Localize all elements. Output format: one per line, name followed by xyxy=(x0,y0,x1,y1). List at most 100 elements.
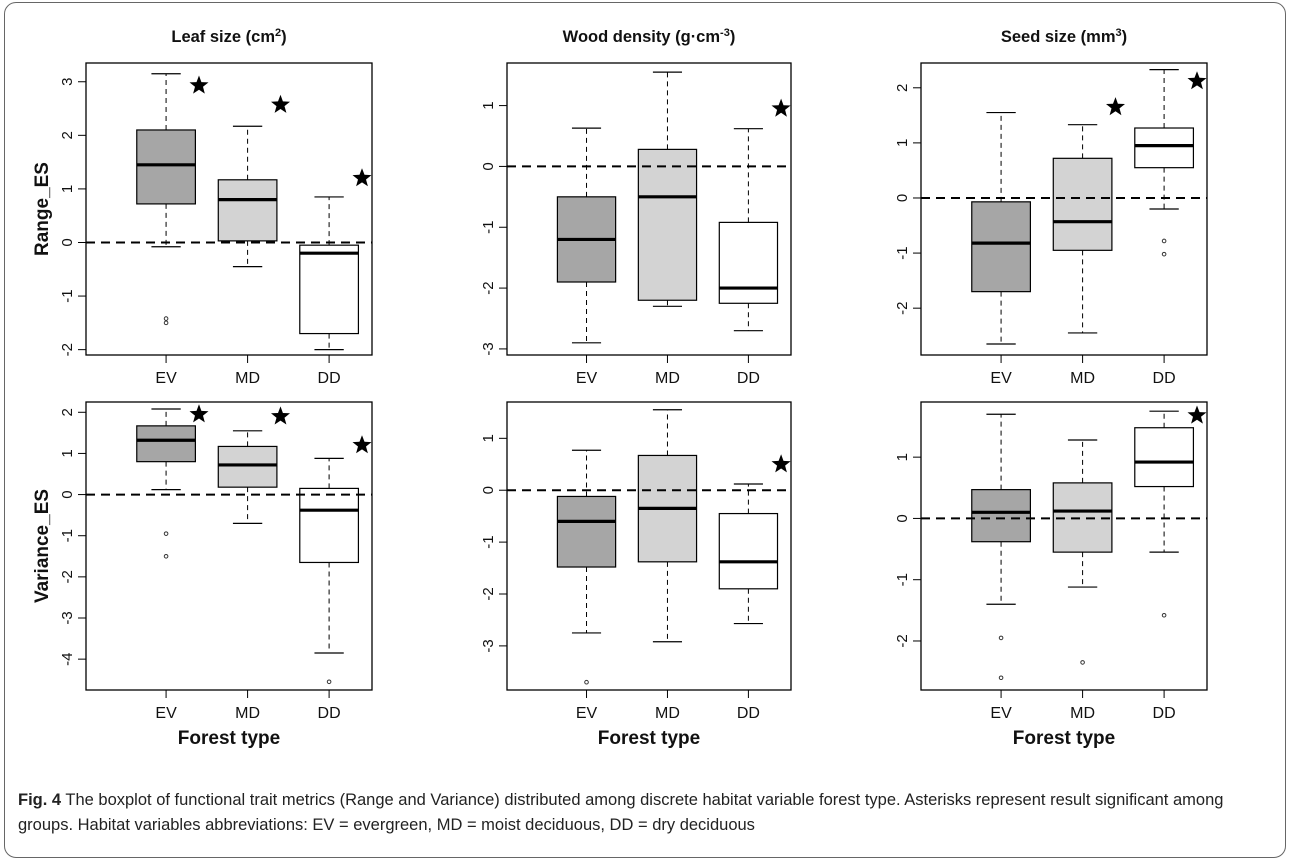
row-label: Variance_ES xyxy=(32,489,53,603)
outlier-point xyxy=(163,320,169,326)
box-MD xyxy=(217,179,278,242)
y-tick-label: -4 xyxy=(59,652,76,665)
panel-frame xyxy=(920,401,1208,691)
panel-frame xyxy=(506,62,792,356)
panel-Range_ES-Leaf-size: -2 -1 0 1 2 3 EV MD DD xyxy=(59,62,373,387)
box-DD xyxy=(299,487,360,564)
box-DD xyxy=(1134,127,1195,169)
outlier-point xyxy=(1080,660,1085,665)
y-tick-label: 1 xyxy=(59,449,76,457)
y-tick-label: 2 xyxy=(59,408,76,416)
x-axis-title: Forest type xyxy=(598,728,700,749)
outlier-point xyxy=(1161,612,1167,618)
y-tick-label: -2 xyxy=(894,634,911,647)
x-tick-label: DD xyxy=(737,705,760,722)
box-MD xyxy=(1052,157,1113,251)
significance-star xyxy=(271,94,290,113)
x-tick-label: EV xyxy=(990,370,1012,387)
caption-label: Fig. 4 xyxy=(18,791,62,809)
caption-text: The boxplot of functional trait metrics … xyxy=(18,791,1224,834)
x-tick-label: DD xyxy=(737,370,760,387)
y-tick-label: 2 xyxy=(894,84,911,92)
outlier-point xyxy=(326,679,332,685)
x-tick-label: EV xyxy=(155,705,177,722)
y-tick-label: 2 xyxy=(59,131,76,139)
significance-star xyxy=(271,406,290,425)
y-tick-label: -3 xyxy=(480,342,497,355)
y-tick-label: -1 xyxy=(59,529,76,542)
y-tick-label: 1 xyxy=(894,453,911,461)
panel-Variance_ES-Seed-size: -2 -1 0 1 EV MD DD xyxy=(894,401,1208,722)
outlier-point xyxy=(584,679,589,685)
x-tick-label: MD xyxy=(235,705,260,722)
x-axis-title: Forest type xyxy=(1013,728,1115,749)
outlier-point xyxy=(1161,238,1167,244)
y-tick-label: 1 xyxy=(480,434,497,442)
x-axis-title: Forest type xyxy=(178,728,280,749)
y-tick-label: 1 xyxy=(894,139,911,147)
significance-star xyxy=(1187,71,1207,90)
x-tick-label: MD xyxy=(655,370,680,387)
y-tick-label: -3 xyxy=(480,639,497,652)
x-tick-label: EV xyxy=(576,370,598,387)
y-tick-label: 0 xyxy=(59,238,76,246)
x-tick-label: DD xyxy=(318,370,341,387)
outlier-point xyxy=(163,553,169,559)
significance-star xyxy=(189,75,209,94)
row-label: Range_ES xyxy=(32,162,53,256)
box-MD xyxy=(217,445,278,488)
significance-star xyxy=(771,98,791,117)
box-EV xyxy=(136,425,196,463)
significance-star xyxy=(1106,97,1125,116)
box-EV xyxy=(556,495,617,568)
y-tick-label: 0 xyxy=(480,486,497,494)
box-DD xyxy=(1134,427,1195,488)
box-EV xyxy=(971,201,1031,293)
significance-star xyxy=(1187,405,1207,424)
figure-frame xyxy=(4,2,1286,858)
boxplot-figure: Leaf size (cm2) Wood density (g·cm-3) Seed… xyxy=(32,27,1208,749)
significance-star xyxy=(771,454,791,473)
column-title: Leaf size (cm2) xyxy=(171,27,286,46)
y-tick-label: 0 xyxy=(894,194,911,202)
y-tick-label: 0 xyxy=(59,490,76,498)
x-tick-label: EV xyxy=(990,705,1012,722)
y-tick-label: -1 xyxy=(894,573,911,586)
y-tick-label: -3 xyxy=(59,611,76,624)
significance-star xyxy=(352,168,372,187)
outlier-point xyxy=(998,675,1004,681)
x-tick-label: MD xyxy=(1070,370,1095,387)
x-tick-label: DD xyxy=(1153,370,1176,387)
y-tick-label: -1 xyxy=(480,221,497,234)
x-tick-label: MD xyxy=(655,705,680,722)
panel-frame xyxy=(85,62,373,356)
box-DD xyxy=(299,244,360,335)
y-tick-label: -1 xyxy=(480,535,497,548)
panel-Variance_ES-Wood-density: -3 -2 -1 0 1 EV MD DD xyxy=(480,401,792,722)
column-title: Wood density (g·cm-3) xyxy=(563,27,736,46)
y-tick-label: 1 xyxy=(59,185,76,193)
outlier-point xyxy=(163,316,169,321)
y-tick-label: -2 xyxy=(894,301,911,314)
y-tick-label: -2 xyxy=(59,343,76,356)
x-tick-label: DD xyxy=(318,705,341,722)
y-tick-label: 3 xyxy=(59,78,76,86)
outlier-point xyxy=(163,531,169,536)
box-EV xyxy=(971,489,1031,543)
x-tick-label: MD xyxy=(235,370,260,387)
x-tick-label: EV xyxy=(155,370,177,387)
figure-caption: Fig. 4 The boxplot of functional trait m… xyxy=(18,788,1280,838)
y-tick-label: 1 xyxy=(480,101,497,109)
outlier-point xyxy=(1161,251,1167,257)
x-tick-label: MD xyxy=(1070,705,1095,722)
y-tick-label: -2 xyxy=(59,570,76,583)
x-tick-label: EV xyxy=(576,705,598,722)
y-tick-label: -1 xyxy=(59,289,76,302)
panel-Range_ES-Seed-size: -2 -1 0 1 2 EV MD DD xyxy=(894,62,1208,387)
panel-Variance_ES-Leaf-size: -4 -3 -2 -1 0 1 2 EV MD DD xyxy=(59,401,373,722)
panel-frame xyxy=(920,62,1208,356)
x-tick-label: DD xyxy=(1153,705,1176,722)
y-tick-label: 0 xyxy=(894,514,911,522)
significance-star xyxy=(352,435,372,454)
box-DD xyxy=(718,512,779,590)
